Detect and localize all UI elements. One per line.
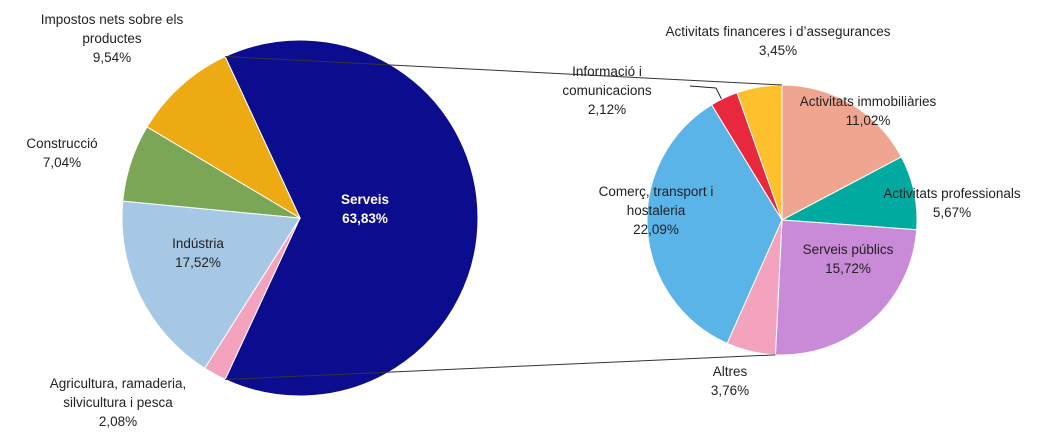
slice-value: 3,45% [758, 43, 798, 58]
slice-value: 9,54% [92, 50, 132, 65]
slice-name: Activitats professionals [883, 186, 1021, 201]
slice-value: 7,04% [42, 155, 82, 170]
connector-line [225, 354, 776, 380]
slice-label: Indústria 17,52% [148, 234, 248, 272]
slice-value: 5,67% [932, 205, 972, 220]
slice-name: Indústria [172, 236, 224, 251]
pie-slice [121, 200, 301, 370]
pie-slice [774, 219, 918, 356]
slice-value: 3,76% [710, 383, 750, 398]
slice-name: Activitats financeres i d’assegurances [665, 24, 891, 39]
slice-name: Impostos nets sobre els productes [40, 12, 184, 46]
slice-name: Construcció [26, 136, 98, 151]
slice-label: Activitats financeres i d’assegurances 3,… [618, 22, 938, 60]
leader-line [715, 87, 723, 101]
slice-value: 11,02% [845, 113, 891, 128]
slice-name: Serveis [340, 192, 390, 207]
connector-line [225, 56, 783, 86]
pie-slice [146, 55, 302, 220]
slice-label: Comerç, transport i hostaleria 22,09% [581, 182, 731, 239]
slice-name: Informació i comunicacions [562, 64, 652, 98]
slice-value: 17,52% [175, 255, 221, 270]
slice-label: Informació i comunicacions 2,12% [547, 62, 667, 119]
slice-value: 63,83% [342, 211, 388, 226]
slice-name: Activitats immobiliàries [799, 94, 937, 109]
slice-label: Altres 3,76% [690, 362, 770, 400]
pie-slice [224, 39, 479, 397]
slice-value: 2,08% [98, 414, 138, 429]
slice-label: Impostos nets sobre els productes 9,54% [27, 10, 197, 67]
pie-slice [781, 84, 903, 221]
slice-label: Construcció 7,04% [12, 134, 112, 172]
slice-label: Activitats professionals 5,67% [862, 184, 1042, 222]
slice-label: Serveis 63,83% [305, 190, 425, 228]
slice-name: Agricultura, ramaderia, silvicultura i p… [49, 376, 187, 410]
slice-label: Agricultura, ramaderia, silvicultura i p… [18, 374, 218, 431]
slice-name: Serveis públics [802, 242, 894, 257]
slice-value: 15,72% [825, 261, 871, 276]
slice-value: 22,09% [633, 222, 679, 237]
slice-label: Activitats immobiliàries 11,02% [778, 92, 958, 130]
pie-slice [646, 104, 783, 344]
leader-line [689, 85, 717, 89]
slice-label: Serveis públics 15,72% [778, 240, 918, 278]
slice-value: 2,12% [587, 102, 627, 117]
slice-name: Altres [712, 364, 748, 379]
slice-name: Comerç, transport i hostaleria [598, 184, 714, 218]
